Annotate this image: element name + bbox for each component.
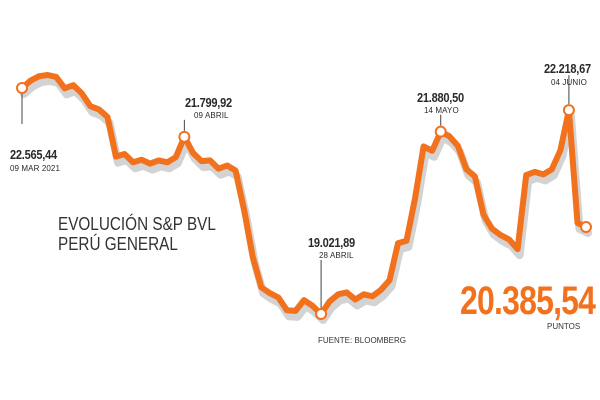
- last-value-label: 20.385,54: [460, 279, 596, 323]
- start-date-label: 09 MAR 2021: [10, 164, 61, 173]
- series-line: [19, 72, 589, 317]
- annotation-marker-0: [16, 82, 28, 94]
- peak-may-value-label: 21.880,50: [417, 90, 464, 105]
- annotation-marker-2: [315, 308, 328, 320]
- last-value-unit: PUNTOS: [547, 322, 581, 331]
- peak-april-value-label: 21.799,92: [185, 95, 232, 110]
- low-april-value-label: 19.021,89: [308, 235, 355, 250]
- peak-april-date-label: 09 ABRIL: [194, 111, 229, 120]
- chart-title-line-1: EVOLUCIÓN S&P BVL: [58, 214, 216, 234]
- start-value-label: 22.565,44: [10, 147, 57, 162]
- peak-june-value-label: 22.218,67: [544, 61, 591, 76]
- source-label: FUENTE: BLOOMBERG: [318, 336, 407, 345]
- series-shadow: [20, 77, 592, 324]
- last-point-marker: [580, 221, 592, 234]
- annotation-marker-3: [434, 125, 447, 138]
- chart-title: EVOLUCIÓN S&P BVL PERÚ GENERAL: [58, 214, 216, 254]
- peak-june-date-label: 04 JUNIO: [551, 78, 587, 87]
- annotation-marker-4: [562, 104, 575, 117]
- annotation-marker-1: [178, 130, 191, 143]
- chart-title-line-2: PERÚ GENERAL: [58, 234, 178, 254]
- low-april-date-label: 28 ABRIL: [319, 251, 354, 260]
- peak-may-date-label: 14 MAYO: [424, 106, 459, 115]
